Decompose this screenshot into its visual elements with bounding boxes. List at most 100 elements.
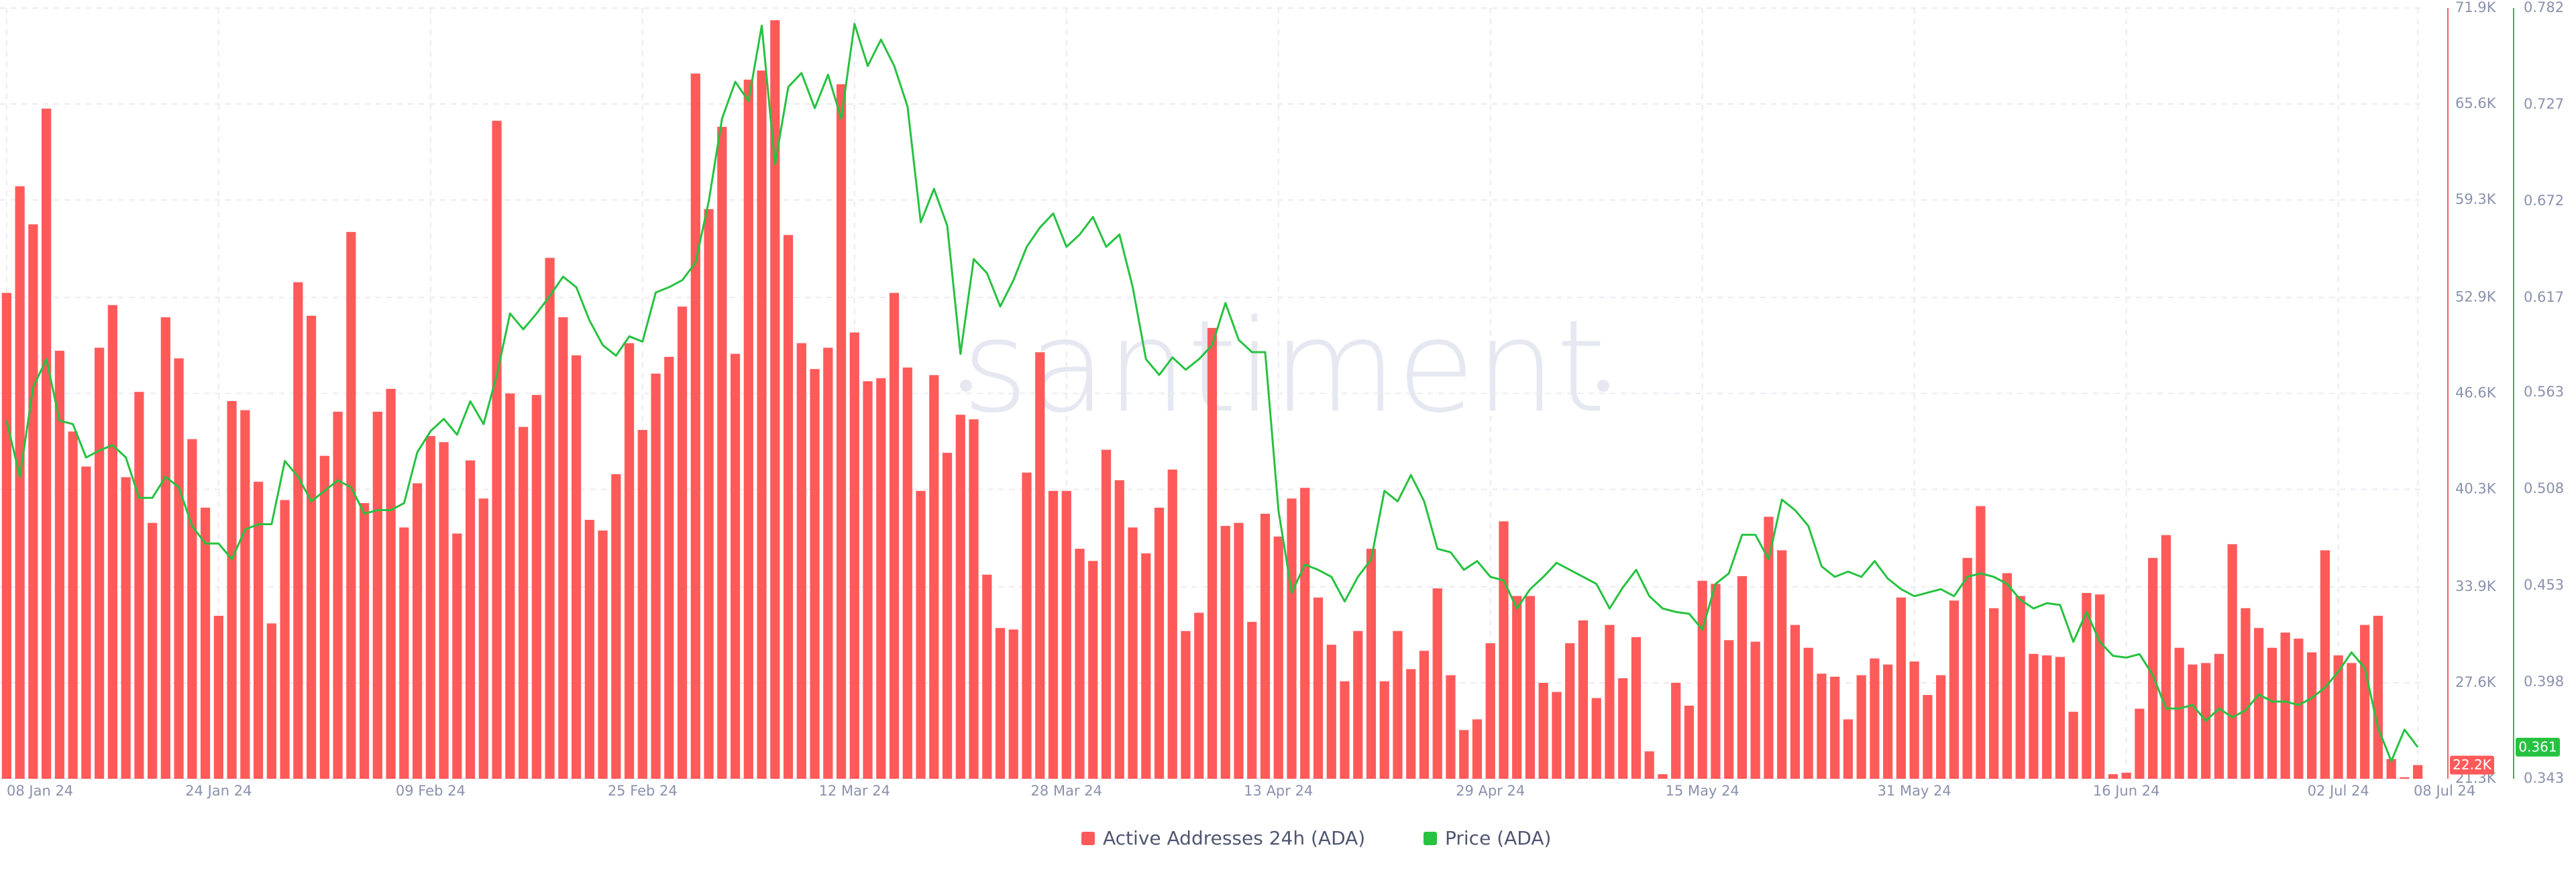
x-tick-label: 02 Jul 24 bbox=[2308, 783, 2369, 799]
bar bbox=[95, 347, 105, 779]
bar bbox=[1737, 576, 1748, 779]
bar bbox=[2360, 624, 2370, 779]
bar bbox=[796, 343, 806, 779]
bar bbox=[1088, 561, 1098, 779]
bar bbox=[743, 79, 753, 779]
bar bbox=[2174, 647, 2184, 779]
bar bbox=[2347, 663, 2357, 779]
legend-swatch bbox=[1424, 832, 1437, 845]
bar bbox=[611, 474, 621, 779]
bar bbox=[280, 500, 290, 779]
x-tick-label: 08 Jul 24 bbox=[2414, 783, 2475, 799]
bar bbox=[2413, 765, 2423, 779]
bar bbox=[1101, 449, 1112, 779]
bar bbox=[1340, 681, 1350, 779]
x-tick-label: 15 May 24 bbox=[1666, 783, 1739, 799]
bar bbox=[1538, 682, 1548, 779]
bar bbox=[690, 73, 700, 779]
bar bbox=[266, 623, 276, 779]
bar bbox=[1432, 588, 1442, 779]
bar bbox=[1022, 472, 1032, 779]
bar bbox=[174, 358, 184, 779]
x-tick-label: 09 Feb 24 bbox=[396, 783, 466, 799]
x-tick-label: 24 Jan 24 bbox=[185, 783, 252, 799]
bar bbox=[1313, 597, 1324, 779]
bar bbox=[478, 498, 488, 779]
price-line bbox=[5, 23, 2419, 763]
bar bbox=[2095, 594, 2105, 779]
bar bbox=[1393, 631, 1403, 779]
y2-tick-label: 0.343 bbox=[2524, 770, 2564, 786]
bar bbox=[1273, 536, 1283, 779]
bar bbox=[1207, 327, 1218, 779]
bar bbox=[1114, 480, 1124, 779]
bar bbox=[15, 186, 25, 779]
bar bbox=[1843, 719, 1854, 779]
bar bbox=[889, 292, 900, 779]
bar bbox=[637, 429, 647, 779]
bar bbox=[1724, 640, 1734, 779]
bar bbox=[823, 347, 833, 779]
y2-tick-label: 0.727 bbox=[2524, 96, 2564, 112]
bar bbox=[293, 282, 303, 779]
bar bbox=[2161, 535, 2171, 779]
x-tick-label: 29 Apr 24 bbox=[1456, 783, 1525, 799]
y-tick-label: 46.6K bbox=[2455, 385, 2497, 401]
bar bbox=[545, 258, 555, 779]
bar bbox=[1711, 584, 1721, 779]
bar bbox=[187, 439, 197, 779]
bar bbox=[1697, 580, 1707, 779]
bar bbox=[134, 392, 144, 779]
bar bbox=[2042, 655, 2052, 779]
bar bbox=[1618, 678, 1628, 779]
bar bbox=[425, 436, 435, 779]
bar bbox=[81, 466, 91, 779]
legend-label: Active Addresses 24h (ADA) bbox=[1103, 827, 1365, 849]
bar bbox=[359, 502, 370, 779]
bar bbox=[1366, 549, 1377, 779]
bar bbox=[1141, 553, 1151, 779]
bar bbox=[1419, 651, 1430, 779]
bar bbox=[2055, 657, 2065, 779]
bar bbox=[68, 431, 78, 779]
bar bbox=[929, 375, 939, 779]
bar bbox=[1936, 675, 1946, 779]
bar bbox=[942, 453, 953, 779]
bar bbox=[1578, 620, 1589, 779]
bar bbox=[664, 357, 674, 779]
bar bbox=[1989, 608, 1999, 779]
bar bbox=[1883, 664, 1893, 779]
bar bbox=[213, 616, 223, 779]
bar bbox=[810, 369, 820, 779]
bar bbox=[558, 317, 568, 779]
bar bbox=[2002, 573, 2012, 779]
watermark: santiment bbox=[962, 292, 1606, 441]
y-tick-label: 27.6K bbox=[2455, 674, 2497, 690]
bar bbox=[836, 84, 847, 779]
bar bbox=[2333, 655, 2343, 779]
bar bbox=[531, 394, 541, 779]
bar bbox=[1154, 507, 1165, 779]
bar bbox=[505, 393, 515, 779]
legend-label: Price (ADA) bbox=[1445, 827, 1551, 849]
bar bbox=[902, 367, 912, 779]
bar bbox=[1552, 692, 1562, 779]
bar bbox=[42, 108, 52, 779]
bar bbox=[2400, 777, 2410, 779]
bar bbox=[1234, 523, 1244, 779]
x-tick-label: 13 Apr 24 bbox=[1244, 783, 1313, 799]
bar bbox=[306, 315, 317, 779]
bar bbox=[2214, 653, 2224, 779]
bar bbox=[1962, 557, 1972, 779]
y2-tick-label: 0.563 bbox=[2524, 384, 2564, 400]
bar bbox=[1220, 526, 1230, 779]
bar bbox=[121, 477, 131, 779]
bar bbox=[982, 574, 992, 779]
bar bbox=[1048, 490, 1059, 779]
bar bbox=[2121, 772, 2131, 779]
bar bbox=[2267, 647, 2277, 779]
bar bbox=[1764, 516, 1774, 779]
bar bbox=[2386, 759, 2396, 779]
bar bbox=[1406, 669, 1416, 779]
